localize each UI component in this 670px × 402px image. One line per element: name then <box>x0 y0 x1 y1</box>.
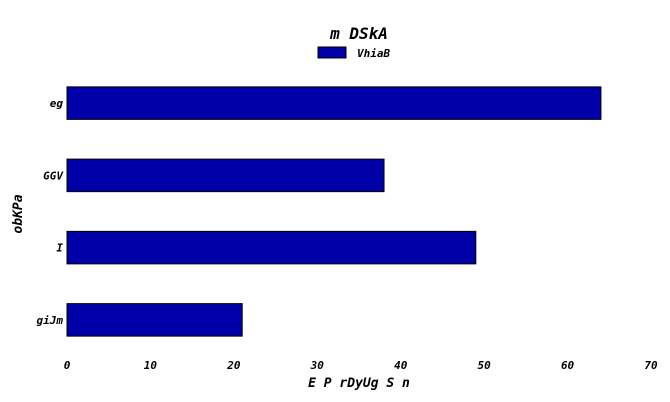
bar-3 <box>66 303 243 337</box>
legend-label-vhiab: VhiaB <box>357 47 390 60</box>
x-tick-label: 20 <box>226 359 241 372</box>
y-axis-label: obKPa <box>11 194 26 233</box>
legend: VhiaB <box>317 46 390 60</box>
x-axis-label: E P rDyUg S n <box>308 376 410 391</box>
x-tick-label: 40 <box>394 359 408 372</box>
y-tick-label: eg <box>50 97 64 110</box>
y-tick-label: giJm <box>37 314 64 327</box>
x-tick-labels: 0 10 20 30 40 50 60 70 <box>64 359 658 372</box>
bar-0 <box>66 86 602 120</box>
x-tick-label: 30 <box>310 359 325 372</box>
x-tick-label: 60 <box>561 359 575 372</box>
x-tick-label: 0 <box>64 359 71 372</box>
bars <box>66 86 602 337</box>
y-tick-label: GGV <box>43 169 64 182</box>
bar-1 <box>66 158 385 193</box>
legend-swatch <box>317 46 347 59</box>
chart-title: m DSkA <box>329 24 388 43</box>
bar-2 <box>66 230 477 265</box>
y-tick-label: I <box>56 242 63 255</box>
x-tick-label: 10 <box>144 359 158 372</box>
x-tick-label: 70 <box>644 359 658 372</box>
x-tick-label: 50 <box>478 359 492 372</box>
